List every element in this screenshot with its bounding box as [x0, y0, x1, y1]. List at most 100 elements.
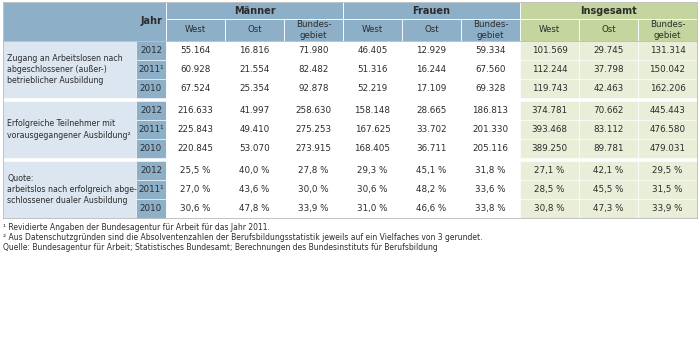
- Bar: [638, 101, 697, 120]
- Text: 41.997: 41.997: [239, 106, 270, 115]
- Bar: [461, 79, 520, 98]
- Text: 17.109: 17.109: [416, 84, 447, 93]
- Bar: [136, 139, 166, 158]
- Text: 101.569: 101.569: [531, 46, 568, 55]
- Text: 67.560: 67.560: [475, 65, 505, 74]
- Text: 92.878: 92.878: [298, 84, 329, 93]
- Bar: [402, 79, 461, 98]
- Text: Erfolgreiche Teilnehmer mit
vorausgegangener Ausbildung²: Erfolgreiche Teilnehmer mit vorausgegang…: [7, 119, 131, 140]
- Bar: [579, 79, 638, 98]
- Text: 275.253: 275.253: [295, 125, 332, 134]
- Bar: [638, 41, 697, 60]
- Bar: [166, 120, 225, 139]
- Text: 30,0 %: 30,0 %: [298, 185, 329, 194]
- Text: 29,3 %: 29,3 %: [357, 166, 388, 175]
- Text: 2011¹: 2011¹: [138, 65, 164, 74]
- Text: 389.250: 389.250: [531, 144, 568, 153]
- Text: 205.116: 205.116: [473, 144, 508, 153]
- Bar: [638, 139, 697, 158]
- Bar: [343, 120, 402, 139]
- Text: 2011¹: 2011¹: [138, 185, 164, 194]
- Bar: [136, 120, 166, 139]
- Text: 2012: 2012: [140, 106, 162, 115]
- Text: 33,8 %: 33,8 %: [475, 204, 506, 213]
- Text: 83.112: 83.112: [594, 125, 624, 134]
- Text: Quote:
arbeitslos nach erfolgreich abge-
schlossener dualer Ausbildung: Quote: arbeitslos nach erfolgreich abge-…: [7, 174, 137, 205]
- Bar: [461, 60, 520, 79]
- Bar: [579, 19, 638, 41]
- Bar: [225, 19, 284, 41]
- Bar: [166, 41, 225, 60]
- Text: 60.928: 60.928: [181, 65, 211, 74]
- Bar: [166, 2, 343, 19]
- Bar: [579, 101, 638, 120]
- Bar: [402, 139, 461, 158]
- Text: Ost: Ost: [424, 25, 439, 35]
- Bar: [166, 180, 225, 199]
- Text: 29,5 %: 29,5 %: [652, 166, 682, 175]
- Bar: [225, 41, 284, 60]
- Bar: [136, 41, 166, 60]
- Bar: [3, 41, 136, 98]
- Text: Bundes-
gebiet: Bundes- gebiet: [295, 20, 331, 40]
- Bar: [520, 2, 697, 19]
- Text: 30,6 %: 30,6 %: [181, 204, 211, 213]
- Text: 27,0 %: 27,0 %: [181, 185, 211, 194]
- Text: 131.314: 131.314: [650, 46, 685, 55]
- Bar: [461, 199, 520, 218]
- Text: 12.929: 12.929: [416, 46, 447, 55]
- Bar: [136, 161, 166, 180]
- Bar: [343, 101, 402, 120]
- Text: 67.524: 67.524: [181, 84, 211, 93]
- Bar: [520, 101, 579, 120]
- Bar: [579, 120, 638, 139]
- Text: 49.410: 49.410: [239, 125, 270, 134]
- Bar: [166, 161, 225, 180]
- Text: 70.662: 70.662: [594, 106, 624, 115]
- Text: Ost: Ost: [247, 25, 262, 35]
- Bar: [461, 19, 520, 41]
- Text: 27,1 %: 27,1 %: [534, 166, 565, 175]
- Text: 25,5 %: 25,5 %: [181, 166, 211, 175]
- Bar: [136, 60, 166, 79]
- Bar: [136, 101, 166, 120]
- Text: 47,8 %: 47,8 %: [239, 204, 270, 213]
- Text: West: West: [362, 25, 383, 35]
- Text: 43,6 %: 43,6 %: [239, 185, 270, 194]
- Bar: [402, 60, 461, 79]
- Bar: [343, 41, 402, 60]
- Bar: [166, 139, 225, 158]
- Text: 2011¹: 2011¹: [138, 125, 164, 134]
- Bar: [284, 79, 343, 98]
- Text: ¹ Revidierte Angaben der Bundesagentur für Arbeit für das Jahr 2011.: ¹ Revidierte Angaben der Bundesagentur f…: [3, 223, 270, 232]
- Bar: [579, 180, 638, 199]
- Bar: [402, 120, 461, 139]
- Text: 167.625: 167.625: [355, 125, 391, 134]
- Bar: [402, 19, 461, 41]
- Bar: [3, 2, 166, 41]
- Text: West: West: [539, 25, 560, 35]
- Text: 82.482: 82.482: [298, 65, 329, 74]
- Bar: [520, 120, 579, 139]
- Bar: [579, 199, 638, 218]
- Bar: [136, 79, 166, 98]
- Text: 28.665: 28.665: [416, 106, 447, 115]
- Text: Bundes-
gebiet: Bundes- gebiet: [650, 20, 685, 40]
- Bar: [343, 19, 402, 41]
- Bar: [225, 199, 284, 218]
- Text: 273.915: 273.915: [295, 144, 332, 153]
- Bar: [343, 2, 520, 19]
- Bar: [225, 60, 284, 79]
- Text: 48,2 %: 48,2 %: [416, 185, 447, 194]
- Bar: [3, 101, 136, 158]
- Text: 51.316: 51.316: [357, 65, 388, 74]
- Text: 33,9 %: 33,9 %: [298, 204, 329, 213]
- Bar: [461, 139, 520, 158]
- Bar: [225, 101, 284, 120]
- Text: 216.633: 216.633: [178, 106, 214, 115]
- Bar: [343, 60, 402, 79]
- Bar: [638, 60, 697, 79]
- Bar: [520, 139, 579, 158]
- Text: 112.244: 112.244: [532, 65, 567, 74]
- Bar: [284, 180, 343, 199]
